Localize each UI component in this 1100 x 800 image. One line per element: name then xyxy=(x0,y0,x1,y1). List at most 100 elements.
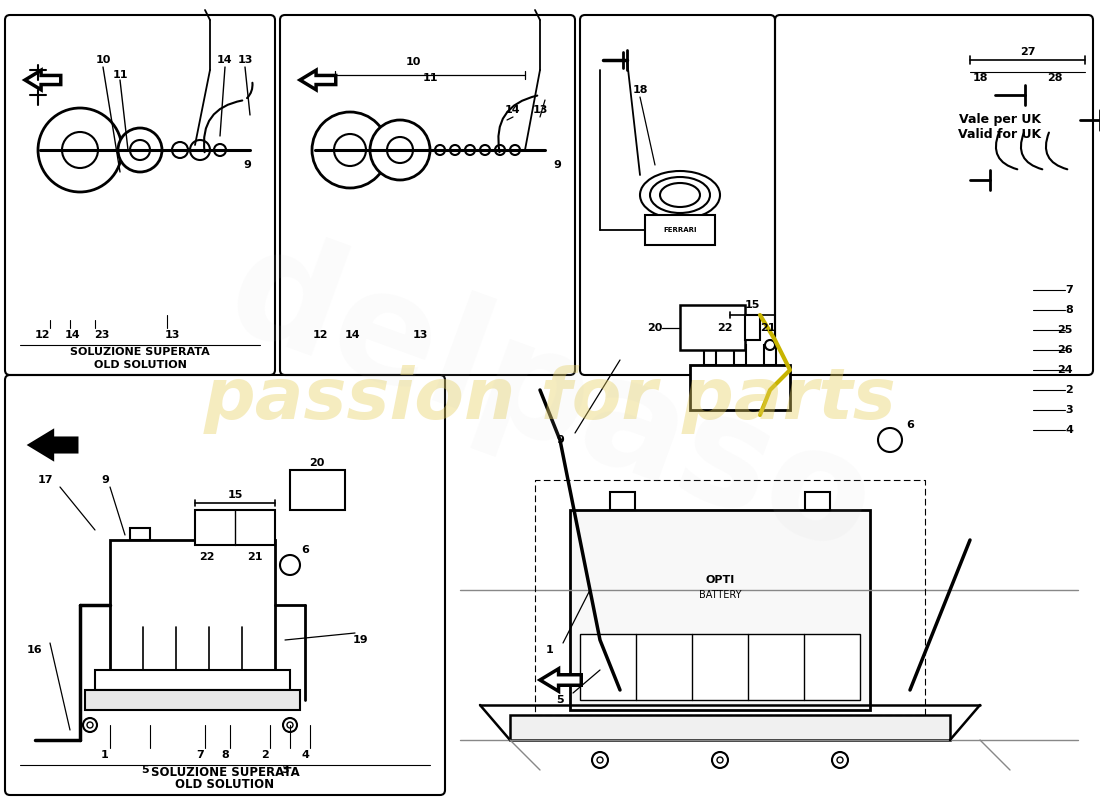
Text: 19: 19 xyxy=(352,635,367,645)
Bar xyxy=(95,670,290,690)
Circle shape xyxy=(370,120,430,180)
Text: 12: 12 xyxy=(34,330,50,340)
Text: Vale per UK: Vale per UK xyxy=(959,114,1041,126)
Circle shape xyxy=(312,112,388,188)
Bar xyxy=(610,492,635,510)
Polygon shape xyxy=(540,669,581,691)
Text: BATTERY: BATTERY xyxy=(698,590,741,600)
Circle shape xyxy=(387,137,412,163)
Bar xyxy=(580,634,860,700)
Text: 13: 13 xyxy=(164,330,179,340)
Circle shape xyxy=(480,145,490,155)
Text: 21: 21 xyxy=(248,552,263,562)
Text: SOLUZIONE SUPERATA: SOLUZIONE SUPERATA xyxy=(70,347,210,357)
Circle shape xyxy=(190,140,210,160)
Text: 21: 21 xyxy=(760,323,775,333)
Text: 22: 22 xyxy=(199,552,214,562)
Text: 11: 11 xyxy=(112,70,128,80)
Text: 10: 10 xyxy=(405,57,420,67)
Text: 3: 3 xyxy=(1066,405,1072,415)
Circle shape xyxy=(172,142,188,158)
Text: 11: 11 xyxy=(422,73,438,83)
Circle shape xyxy=(878,428,902,452)
Polygon shape xyxy=(300,70,336,90)
Text: 15: 15 xyxy=(228,490,243,500)
Bar xyxy=(645,215,715,245)
Bar xyxy=(745,315,760,340)
Bar xyxy=(85,690,300,710)
Text: 22: 22 xyxy=(717,323,733,333)
Text: 17: 17 xyxy=(37,475,53,485)
Text: SOLUZIONE SUPERATA: SOLUZIONE SUPERATA xyxy=(151,766,299,778)
Polygon shape xyxy=(25,70,60,90)
Circle shape xyxy=(214,144,225,156)
Circle shape xyxy=(130,140,150,160)
Bar xyxy=(680,305,745,350)
Bar xyxy=(195,510,275,545)
Text: OLD SOLUTION: OLD SOLUTION xyxy=(94,360,186,370)
Text: delpaso: delpaso xyxy=(208,214,892,586)
Circle shape xyxy=(592,752,608,768)
Text: 23: 23 xyxy=(95,330,110,340)
Text: FERRARI: FERRARI xyxy=(663,227,696,233)
Circle shape xyxy=(283,718,297,732)
Text: 12: 12 xyxy=(312,330,328,340)
Text: 8: 8 xyxy=(1065,305,1072,315)
Circle shape xyxy=(837,757,843,763)
Text: 18: 18 xyxy=(632,85,648,95)
Text: 4: 4 xyxy=(1065,425,1072,435)
Text: 2: 2 xyxy=(261,750,268,760)
Bar xyxy=(290,470,345,510)
Bar xyxy=(110,540,275,670)
Text: 6: 6 xyxy=(906,420,914,430)
Text: Valid for UK: Valid for UK xyxy=(958,129,1042,142)
Text: 2: 2 xyxy=(1065,385,1072,395)
Text: 7: 7 xyxy=(1065,285,1072,295)
Text: 8: 8 xyxy=(221,750,229,760)
Text: 25: 25 xyxy=(1057,325,1072,335)
Text: 7: 7 xyxy=(196,750,204,760)
Text: 13: 13 xyxy=(412,330,428,340)
Polygon shape xyxy=(30,431,77,458)
Text: passion for parts: passion for parts xyxy=(204,366,896,434)
Circle shape xyxy=(735,340,745,350)
Circle shape xyxy=(287,722,293,728)
Circle shape xyxy=(62,132,98,168)
Text: 13: 13 xyxy=(532,105,548,115)
Text: 14: 14 xyxy=(64,330,80,340)
Text: 5: 5 xyxy=(141,765,149,775)
Text: 13: 13 xyxy=(238,55,253,65)
Text: 18: 18 xyxy=(972,73,988,83)
Text: 9: 9 xyxy=(243,160,251,170)
Circle shape xyxy=(87,722,94,728)
Bar xyxy=(805,492,830,510)
Text: OLD SOLUTION: OLD SOLUTION xyxy=(175,778,275,791)
Text: 20: 20 xyxy=(647,323,662,333)
Circle shape xyxy=(764,340,776,350)
Circle shape xyxy=(334,134,366,166)
Text: 24: 24 xyxy=(1057,365,1072,375)
Text: 6: 6 xyxy=(301,545,309,555)
Text: 3: 3 xyxy=(282,765,289,775)
Circle shape xyxy=(280,555,300,575)
Circle shape xyxy=(597,757,603,763)
Circle shape xyxy=(118,128,162,172)
Text: OPTI: OPTI xyxy=(705,575,735,585)
Text: 10: 10 xyxy=(96,55,111,65)
Circle shape xyxy=(465,145,475,155)
Text: 15: 15 xyxy=(745,300,760,310)
Text: 9: 9 xyxy=(553,160,561,170)
Text: 14: 14 xyxy=(505,105,520,115)
Text: 1: 1 xyxy=(101,750,109,760)
Text: 16: 16 xyxy=(28,645,43,655)
Bar xyxy=(704,345,716,365)
Text: 28: 28 xyxy=(1047,73,1063,83)
Text: 14: 14 xyxy=(217,55,233,65)
Text: 20: 20 xyxy=(309,458,324,468)
Circle shape xyxy=(712,752,728,768)
Circle shape xyxy=(39,108,122,192)
Circle shape xyxy=(82,718,97,732)
Circle shape xyxy=(495,145,505,155)
Circle shape xyxy=(450,145,460,155)
Text: 5: 5 xyxy=(557,695,564,705)
